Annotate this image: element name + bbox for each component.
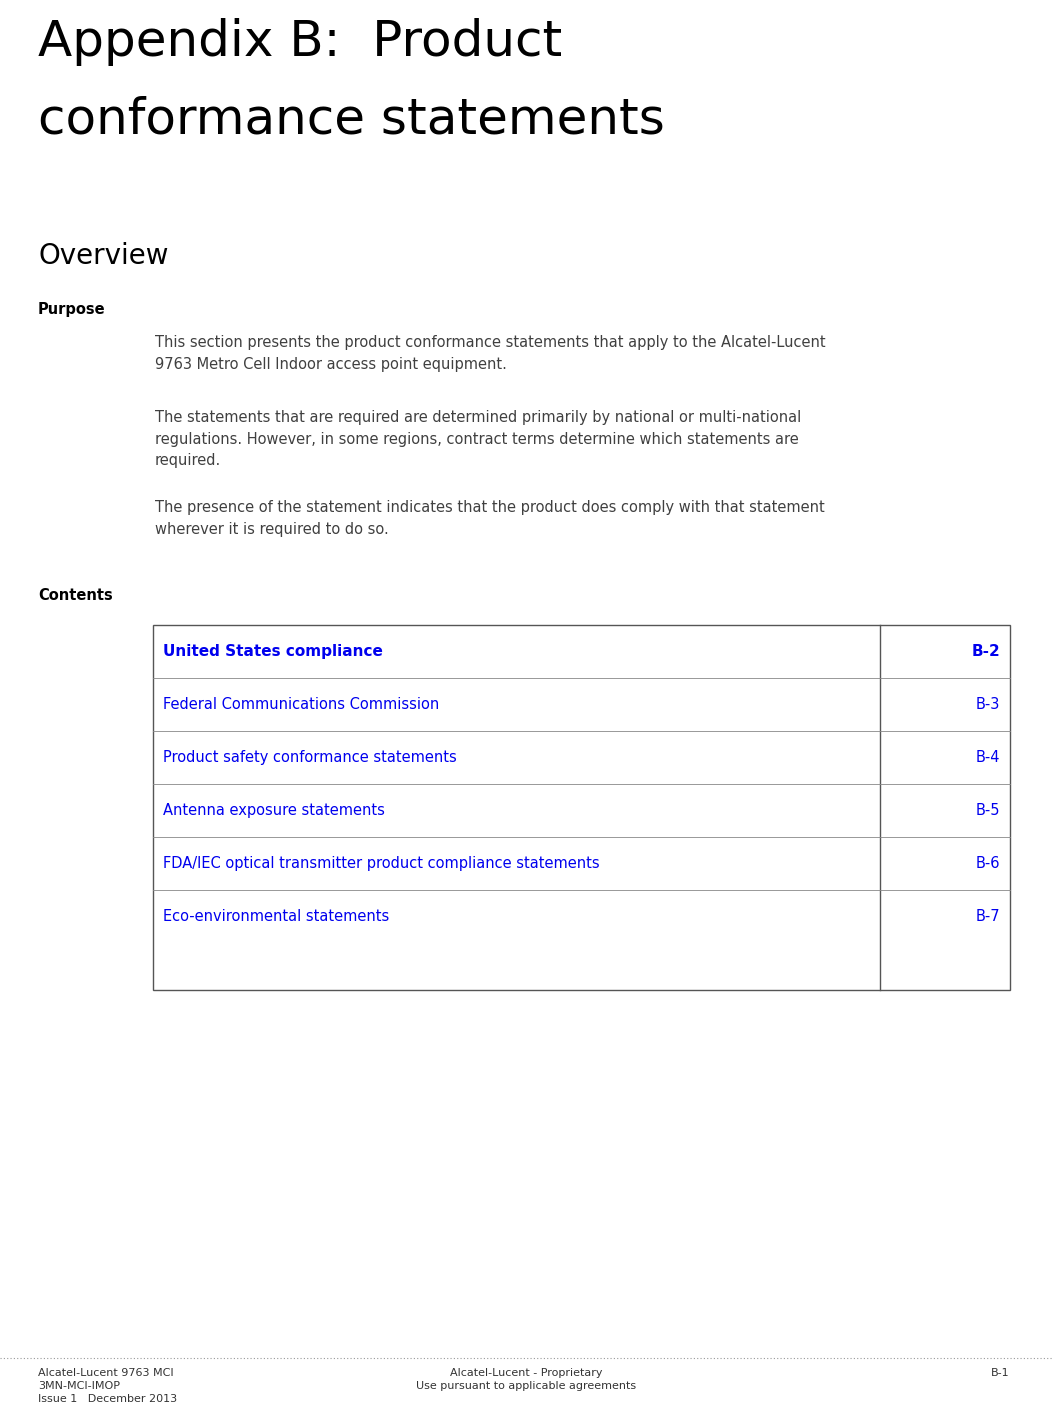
Text: United States compliance: United States compliance bbox=[163, 644, 383, 659]
Text: Antenna exposure statements: Antenna exposure statements bbox=[163, 802, 385, 818]
Text: B-2: B-2 bbox=[971, 644, 1000, 659]
Text: Appendix B:  Product: Appendix B: Product bbox=[38, 18, 562, 67]
Text: Federal Communications Commission: Federal Communications Commission bbox=[163, 698, 440, 712]
Text: This section presents the product conformance statements that apply to the Alcat: This section presents the product confor… bbox=[155, 335, 826, 372]
Text: Product safety conformance statements: Product safety conformance statements bbox=[163, 750, 457, 766]
Text: B-3: B-3 bbox=[975, 698, 1000, 712]
Text: Alcatel-Lucent 9763 MCI
3MN-MCI-IMOP
Issue 1   December 2013: Alcatel-Lucent 9763 MCI 3MN-MCI-IMOP Iss… bbox=[38, 1368, 177, 1405]
Bar bbox=[153, 625, 1010, 990]
Text: B-7: B-7 bbox=[975, 908, 1000, 924]
Text: B-4: B-4 bbox=[975, 750, 1000, 766]
Text: B-1: B-1 bbox=[991, 1368, 1010, 1378]
Text: B-5: B-5 bbox=[975, 802, 1000, 818]
Text: FDA/IEC optical transmitter product compliance statements: FDA/IEC optical transmitter product comp… bbox=[163, 856, 600, 872]
Text: Purpose: Purpose bbox=[38, 301, 105, 317]
Text: Eco-environmental statements: Eco-environmental statements bbox=[163, 908, 389, 924]
Text: conformance statements: conformance statements bbox=[38, 95, 665, 143]
Text: The statements that are required are determined primarily by national or multi-n: The statements that are required are det… bbox=[155, 410, 802, 468]
Text: Overview: Overview bbox=[38, 242, 168, 270]
Text: The presence of the statement indicates that the product does comply with that s: The presence of the statement indicates … bbox=[155, 499, 825, 536]
Text: B-6: B-6 bbox=[975, 856, 1000, 872]
Text: Contents: Contents bbox=[38, 589, 113, 603]
Text: Alcatel-Lucent - Proprietary
Use pursuant to applicable agreements: Alcatel-Lucent - Proprietary Use pursuan… bbox=[416, 1368, 636, 1391]
